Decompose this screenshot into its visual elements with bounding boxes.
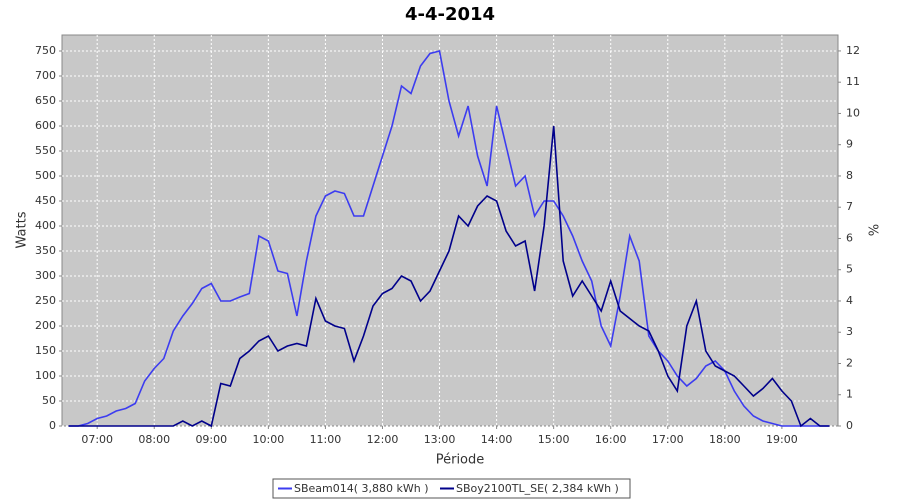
y2-tick-label: 10 (846, 106, 860, 119)
x-tick-label: 18:00 (709, 433, 741, 446)
x-tick-label: 19:00 (766, 433, 798, 446)
y2-tick-label: 7 (846, 200, 853, 213)
y2-tick-label: 11 (846, 75, 860, 88)
y-tick-label: 400 (35, 219, 56, 232)
x-tick-label: 17:00 (652, 433, 684, 446)
legend-label: SBeam014( 3,880 kWh ) (294, 482, 429, 495)
y-tick-label: 450 (35, 194, 56, 207)
y2-axis-label: % (865, 224, 880, 236)
y-tick-label: 50 (42, 394, 56, 407)
y-axis-label: Watts (15, 211, 30, 248)
y-tick-label: 750 (35, 44, 56, 57)
y-tick-label: 550 (35, 144, 56, 157)
y2-tick-label: 3 (846, 325, 853, 338)
x-tick-label: 15:00 (538, 433, 570, 446)
y2-tick-label: 5 (846, 263, 853, 276)
x-tick-label: 10:00 (253, 433, 285, 446)
series-line (68, 50, 830, 427)
chart-title: 4-4-2014 (405, 4, 495, 25)
y-tick-label: 650 (35, 94, 56, 107)
y2-tick-label: 12 (846, 44, 860, 57)
x-tick-label: 08:00 (138, 433, 170, 446)
x-tick-label: 09:00 (195, 433, 227, 446)
y-tick-label: 100 (35, 369, 56, 382)
legend-label: SBoy2100TL_SE( 2,384 kWh ) (456, 482, 619, 495)
x-tick-label: 14:00 (481, 433, 513, 446)
y-tick-label: 300 (35, 269, 56, 282)
y-tick-label: 700 (35, 69, 56, 82)
plot-area (61, 34, 839, 427)
y-tick-label: 250 (35, 294, 56, 307)
x-tick-label: 07:00 (81, 433, 113, 446)
y-tick-label: 150 (35, 344, 56, 357)
x-tick-label: 12:00 (367, 433, 399, 446)
y-tick-label: 200 (35, 319, 56, 332)
series-line (68, 125, 830, 428)
x-tick-label: 16:00 (595, 433, 627, 446)
x-tick-label: 13:00 (424, 433, 456, 446)
y-tick-label: 500 (35, 169, 56, 182)
y2-tick-label: 1 (846, 388, 853, 401)
y-tick-label: 600 (35, 119, 56, 132)
x-axis-label: Période (436, 453, 485, 468)
y-tick-label: 0 (49, 419, 56, 432)
y-tick-label: 350 (35, 244, 56, 257)
y2-tick-label: 0 (846, 419, 853, 432)
y2-tick-label: 4 (846, 294, 853, 307)
y2-tick-label: 2 (846, 356, 853, 369)
y2-tick-label: 8 (846, 169, 853, 182)
y2-tick-label: 9 (846, 138, 853, 151)
x-tick-label: 11:00 (310, 433, 342, 446)
y2-tick-label: 6 (846, 231, 853, 244)
